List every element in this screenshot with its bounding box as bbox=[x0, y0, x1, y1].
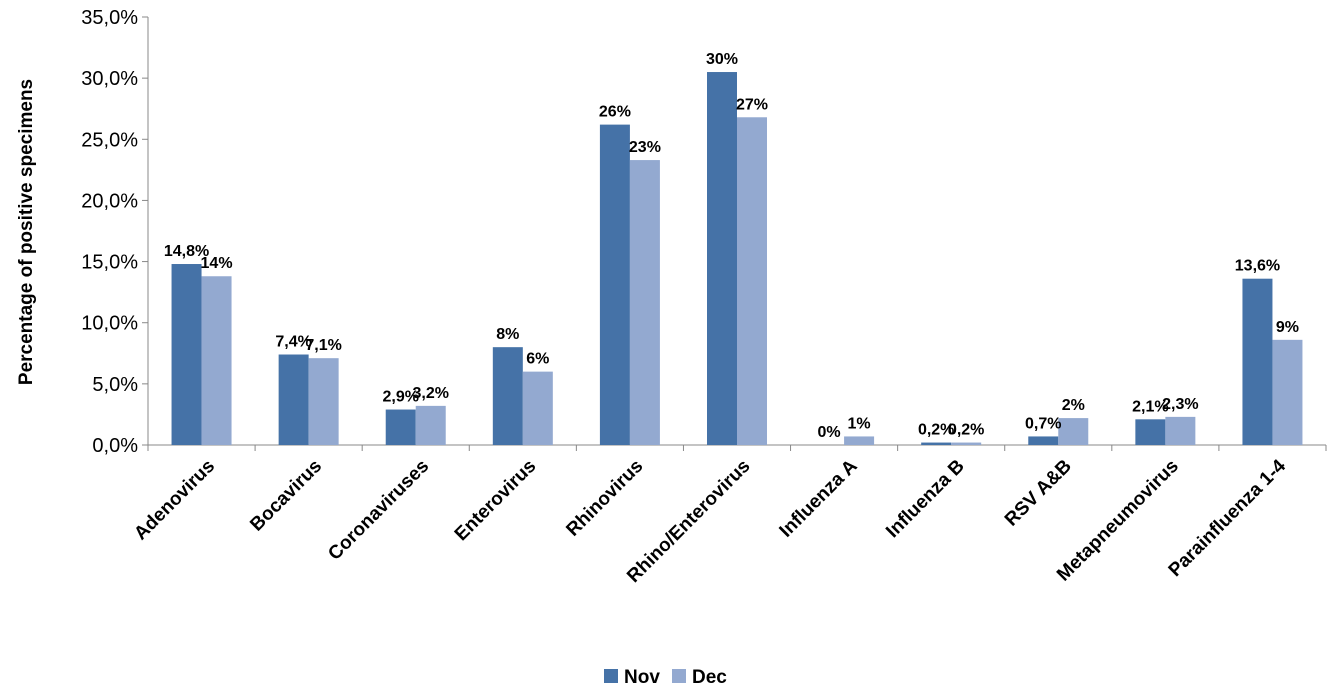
bar-dec bbox=[201, 276, 232, 445]
data-label-nov: 0% bbox=[818, 424, 841, 441]
data-labels: 14,8% 7,4% 2,9% 8% 26% 30% 0% 0,2% 0,7% 2,1% 13,6%… bbox=[164, 51, 1299, 441]
category-label: Parainfluenza 1-4 bbox=[1165, 455, 1291, 581]
y-tick-label: 5,0% bbox=[92, 374, 138, 396]
data-label-dec: 9% bbox=[1276, 319, 1299, 336]
bar-dec bbox=[1272, 339, 1303, 445]
data-label-dec: 0,2% bbox=[948, 422, 984, 439]
data-label-nov: 0,2% bbox=[918, 422, 954, 439]
data-label-dec: 14% bbox=[201, 255, 233, 272]
category-label: Influenza B bbox=[882, 456, 969, 543]
y-tick-labels: 0,0% 5,0% 10,0% 15,0% 20,0% 25,0% 30,0% 35,0% bbox=[81, 7, 138, 457]
bar-dec bbox=[1058, 418, 1089, 445]
bar-dec bbox=[737, 117, 767, 445]
data-label-dec: 6% bbox=[526, 351, 549, 368]
data-label-nov: 8% bbox=[496, 326, 519, 343]
data-label-dec: 7,1% bbox=[305, 337, 341, 354]
y-axis-title-group: Percentage of positive specimens bbox=[16, 79, 37, 385]
bar-nov bbox=[707, 72, 737, 446]
y-tick-label: 25,0% bbox=[81, 129, 138, 151]
data-label-dec: 27% bbox=[736, 96, 768, 113]
legend-swatch-dec bbox=[672, 669, 686, 683]
bar-nov bbox=[492, 347, 523, 445]
category-label: RSV A&B bbox=[1001, 456, 1076, 531]
data-label-dec: 3,2% bbox=[412, 385, 448, 402]
data-label-nov: 2,1% bbox=[1132, 398, 1168, 415]
legend-label-dec: Dec bbox=[692, 667, 727, 688]
bar-dec bbox=[522, 371, 553, 445]
category-label: Enterovirus bbox=[451, 456, 541, 546]
bar-dec bbox=[1165, 416, 1196, 445]
bar-dec bbox=[415, 405, 446, 445]
legend-swatch-nov bbox=[604, 669, 618, 683]
bar-nov bbox=[171, 264, 202, 445]
legend: Nov Dec bbox=[604, 667, 727, 688]
legend-label-nov: Nov bbox=[624, 667, 660, 688]
data-label-dec: 1% bbox=[848, 415, 871, 432]
category-label: Coronaviruses bbox=[324, 456, 433, 565]
bar-dec bbox=[844, 436, 875, 445]
bar-dec bbox=[629, 160, 660, 445]
category-label: Rhino/Enterovirus bbox=[623, 456, 754, 587]
bars bbox=[171, 72, 1303, 446]
y-tick-label: 15,0% bbox=[81, 252, 138, 274]
bar-nov bbox=[1028, 436, 1059, 445]
data-label-nov: 13,6% bbox=[1235, 258, 1280, 275]
bar-nov bbox=[385, 409, 416, 445]
data-label-nov: 2,9% bbox=[382, 389, 418, 406]
data-label-dec: 2,3% bbox=[1162, 396, 1198, 413]
y-tick-label: 0,0% bbox=[92, 435, 138, 457]
y-axis-title: Percentage of positive specimens bbox=[16, 79, 37, 385]
bar-dec bbox=[308, 358, 339, 445]
y-tick-label: 35,0% bbox=[81, 7, 138, 29]
data-label-nov: 26% bbox=[599, 104, 631, 121]
y-tick-label: 20,0% bbox=[81, 190, 138, 212]
y-tick-label: 10,0% bbox=[81, 313, 138, 335]
bar-nov bbox=[1242, 278, 1273, 445]
data-label-nov: 0,7% bbox=[1025, 415, 1061, 432]
bar-nov bbox=[278, 354, 309, 445]
category-label: Adenovirus bbox=[130, 456, 219, 545]
category-label: Bocavirus bbox=[246, 456, 326, 536]
bar-dec bbox=[951, 442, 982, 445]
bar-nov bbox=[599, 124, 630, 446]
data-label-dec: 2% bbox=[1062, 397, 1085, 414]
category-label: Rhinovirus bbox=[562, 456, 647, 541]
data-label-nov: 30% bbox=[706, 51, 738, 68]
data-label-nov: 7,4% bbox=[275, 334, 311, 351]
data-label-nov: 14,8% bbox=[164, 243, 209, 260]
category-label: Influenza A bbox=[776, 455, 862, 541]
y-tick-label: 30,0% bbox=[81, 68, 138, 90]
data-label-dec: 23% bbox=[629, 139, 661, 156]
bar-nov bbox=[1135, 419, 1166, 445]
bar-nov bbox=[921, 442, 952, 445]
